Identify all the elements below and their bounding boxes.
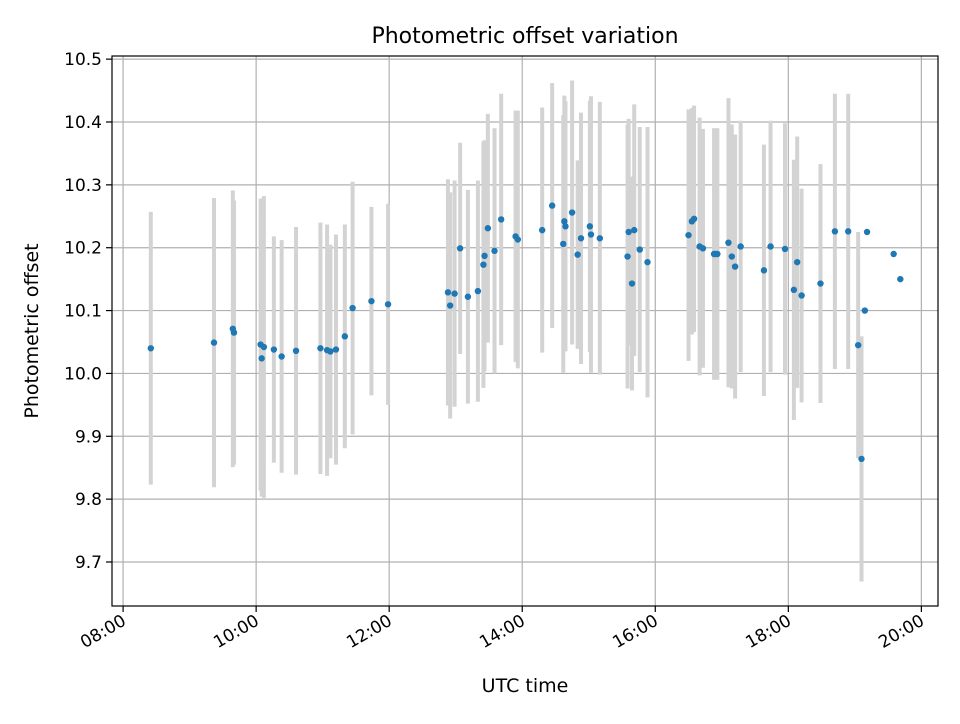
data-point (497, 216, 505, 223)
data-point (451, 290, 458, 297)
y-tick-label: 9.9 (75, 427, 102, 447)
data-point (890, 250, 897, 258)
tick-layer: 08:00 10:00 12:00 14:00 16:00 18:00 20:009.79.… (64, 50, 928, 653)
chart-title: Photometric offset variation (371, 24, 678, 49)
data-point (817, 280, 824, 287)
data-point (514, 236, 521, 243)
data-point (624, 253, 631, 260)
data-point (636, 246, 643, 253)
data-point (341, 333, 349, 340)
data-point (831, 228, 839, 235)
data-point (863, 228, 871, 236)
data-point (474, 287, 482, 295)
data-point (790, 286, 798, 294)
y-tick-label: 10.1 (64, 302, 102, 322)
data-point (628, 280, 636, 287)
data-point (480, 261, 487, 268)
data-point (685, 231, 692, 239)
data-point (798, 292, 805, 299)
data-point (481, 252, 488, 260)
data-point (147, 345, 155, 352)
data-point (577, 235, 585, 242)
data-point (699, 245, 707, 252)
y-tick-label: 9.8 (75, 490, 102, 510)
data-point (760, 267, 768, 274)
data-point (538, 226, 546, 234)
data-point (596, 235, 604, 242)
data-point (562, 223, 569, 230)
data-point (737, 243, 744, 250)
data-point (793, 258, 801, 266)
data-point (230, 329, 238, 336)
data-point (861, 307, 869, 314)
data-point (384, 301, 392, 308)
data-point (767, 243, 774, 250)
data-point (464, 293, 472, 300)
data-point (491, 247, 498, 255)
data-point (258, 355, 265, 362)
data-point (317, 345, 324, 352)
data-point (260, 343, 268, 351)
data-point (561, 218, 568, 225)
data-point (574, 251, 581, 258)
data-point (278, 353, 285, 360)
y-axis-label: Photometric offset (21, 243, 43, 418)
data-point (644, 258, 651, 266)
data-point (897, 275, 904, 283)
data-point (327, 348, 334, 355)
data-point (292, 347, 300, 354)
data-point (349, 304, 356, 312)
data-point (444, 289, 452, 296)
data-point (586, 223, 594, 230)
data-point (854, 341, 862, 349)
y-tick-label: 10.3 (64, 176, 102, 196)
data-point-layer (147, 202, 904, 463)
data-point (548, 202, 556, 209)
data-point (858, 455, 865, 463)
data-point (728, 253, 735, 260)
data-point (446, 302, 454, 309)
data-point (210, 339, 218, 346)
data-point (714, 250, 721, 258)
x-axis-label: UTC time (482, 675, 569, 697)
data-point (368, 297, 375, 305)
data-point (560, 240, 567, 248)
y-tick-label: 10.4 (64, 113, 102, 133)
y-tick-label: 9.7 (75, 553, 102, 573)
data-point (631, 226, 638, 234)
data-point (587, 231, 595, 238)
data-point (844, 228, 852, 235)
data-point (332, 346, 340, 353)
y-tick-label: 10.0 (64, 364, 102, 384)
data-point (690, 215, 698, 222)
plot-frame (111, 55, 939, 607)
data-point (781, 245, 789, 253)
data-point (270, 346, 278, 353)
y-tick-label: 10.2 (64, 239, 102, 259)
data-point (484, 225, 492, 232)
y-tick-label: 10.5 (64, 50, 102, 70)
data-point (456, 245, 464, 252)
data-point (568, 209, 576, 216)
data-point (731, 263, 739, 270)
data-point (625, 228, 632, 236)
data-point (725, 239, 732, 246)
